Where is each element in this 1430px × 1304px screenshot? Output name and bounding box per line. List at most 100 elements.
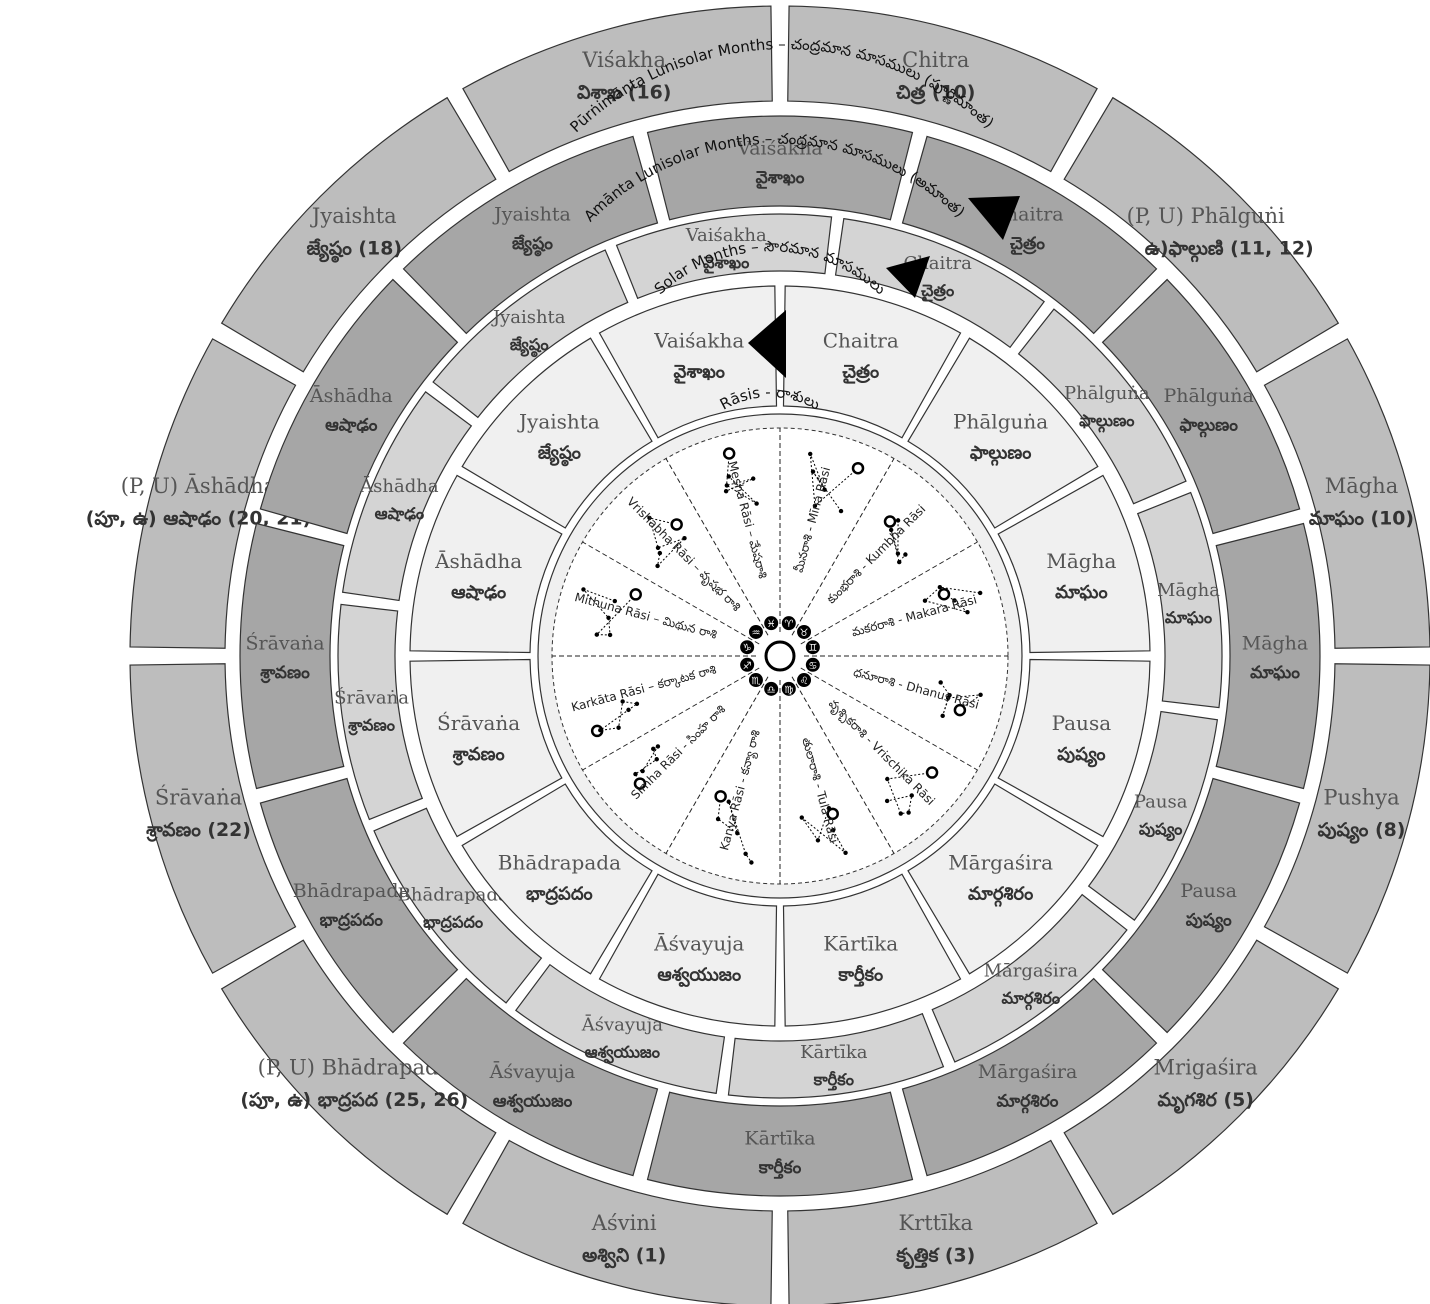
purnimanta-label-english: Phālguṅa	[1163, 385, 1253, 407]
star-dot	[682, 536, 687, 541]
purnimanta-segment	[402, 135, 659, 335]
star-dot	[937, 585, 943, 590]
constellation	[938, 680, 983, 719]
star-dot	[925, 766, 939, 779]
star-dot	[838, 508, 844, 514]
star-dot	[606, 615, 611, 620]
solar-label-english: Vaiśakha	[653, 329, 744, 353]
nakshatra-segment	[1263, 338, 1430, 649]
solar-label-telugu: మాఘం	[1055, 582, 1107, 603]
purnimanta-label: Phālguṅa ఫాల్గుణం	[1163, 385, 1253, 439]
purnimanta-label-telugu: ఆశ్వయుజం	[493, 1092, 573, 1114]
purnimanta-label-telugu: వైశాఖం	[756, 168, 805, 189]
zodiac-glyph: ♌	[800, 676, 809, 687]
amanta-label-english: Phālguṅa	[1064, 383, 1150, 404]
star-dot	[715, 816, 721, 822]
nakshatra-segment	[787, 5, 1098, 173]
zodiac-glyph-badge	[781, 616, 796, 631]
amanta-label: Śrāvaṅa శ్రావణం	[334, 685, 409, 735]
solar-label-english: Phālguṅa	[953, 409, 1048, 433]
rasi-divider	[800, 541, 978, 645]
purnimanta-label-telugu: చైత్రం	[1010, 234, 1045, 255]
solar-label: Śrāvaṅa శ్రావణం	[437, 710, 520, 766]
star-dot	[640, 768, 645, 774]
amanta-label-english: Mārgaśira	[984, 961, 1079, 982]
nakshatra-label-telugu: చిత్ర (10)	[896, 82, 975, 105]
amanta-label: Āshādha ఆషాఢం	[359, 474, 439, 523]
solar-segment	[907, 337, 1099, 529]
solar-label-english: Āshādha	[434, 549, 522, 573]
star-dot	[594, 632, 600, 637]
nakshatra-label-english: Māgha	[1325, 474, 1399, 498]
amanta-label: Phālguṅa ఫాల్గుణం	[1064, 383, 1150, 433]
nakshatra-label-telugu: మృగశిర (5)	[1157, 1089, 1253, 1114]
star-dot	[647, 515, 652, 521]
zodiac-glyph: ♏	[751, 676, 760, 687]
solar-label-english: Āśvayuja	[653, 931, 744, 955]
purnimanta-segment	[259, 777, 459, 1034]
rasi-disk: మీనరాశి - Mīna Rāsi♈కుంభరాశి - Kumbha Rā…	[537, 413, 1023, 899]
solar-label-telugu: భాద్రపదం	[526, 884, 593, 906]
nakshatra-label-telugu: కృత్తిక (3)	[895, 1245, 975, 1270]
purnimanta-label-telugu: పుష్యం	[1186, 910, 1232, 932]
constellation-lines	[809, 453, 859, 512]
star-dot	[654, 757, 659, 762]
amanta-label: Jyaishta జ్యేష్ఠం	[491, 307, 566, 357]
solar-label: Bhādrapada భాద్రపదం	[498, 851, 621, 906]
amanta-segment	[337, 603, 424, 821]
solar-label-telugu: వైశాఖం	[674, 362, 725, 385]
star-dot	[947, 692, 952, 698]
star-dot	[883, 515, 897, 528]
solar-label: Māgha మాఘం	[1046, 549, 1116, 603]
star-dot	[626, 707, 631, 713]
solar-label: Phālguṅa ఫాల్గుణం	[953, 409, 1048, 466]
constellation	[590, 699, 640, 738]
star-dot	[670, 518, 683, 531]
nakshatra-label-english: Mrigaśira	[1154, 1055, 1258, 1079]
star-dot	[743, 851, 748, 857]
star-dot	[822, 487, 827, 492]
solar-label-english: Kārtīka	[823, 931, 898, 955]
amanta-segment	[1087, 710, 1219, 921]
solar-label: Pausa పుష్యం	[1052, 711, 1112, 768]
solar-segment	[598, 873, 778, 1027]
star-dot	[655, 744, 661, 749]
solar-label-telugu: కార్తీకం	[837, 964, 883, 987]
zodiac-glyph: ♋	[808, 661, 817, 672]
purnimanta-label-telugu: మాఘం	[1250, 663, 1300, 683]
star-dot	[953, 703, 967, 717]
star-dot	[722, 447, 736, 460]
zodiac-glyph-badge	[781, 681, 796, 696]
star-dot	[633, 771, 638, 777]
nakshatra-label-english: (P, U) Bhādrapada	[258, 1055, 451, 1079]
purnimanta-label-telugu: మార్గశిరం	[997, 1092, 1059, 1115]
star-dot	[749, 860, 754, 865]
purnimanta-label: Pausa పుష్యం	[1180, 880, 1237, 933]
amanta-label-english: Bhādrapada	[398, 885, 509, 906]
star-dot	[895, 518, 901, 523]
constellation	[633, 744, 661, 790]
amanta-label: Vaiśakha వైశాఖం	[685, 225, 767, 274]
amanta-segment	[515, 963, 726, 1095]
purnimanta-label: Jyaishta జ్యేష్ఠం	[492, 204, 571, 257]
star-dot	[830, 828, 836, 833]
purnimanta-label-telugu: శ్రావణం	[260, 663, 310, 684]
amanta-label-english: Vaiśakha	[685, 225, 767, 246]
purnimanta-label-telugu: భాద్రపదం	[320, 910, 384, 931]
star-dot	[616, 725, 621, 730]
solar-segment	[409, 658, 563, 838]
constellation	[722, 447, 759, 506]
constellation	[883, 515, 908, 565]
star-dot	[714, 790, 727, 803]
solar-label-telugu: ఆషాఢం	[451, 582, 506, 603]
amanta-month-ring: Chaitra చైత్రం Phālguṅa ఫాల్గుణం Māgha మాఘం Pa…	[334, 213, 1223, 1099]
amanta-label-english: Kārtīka	[800, 1042, 868, 1063]
star-dot	[884, 798, 890, 804]
constellation	[884, 766, 939, 816]
amanta-label-telugu: జ్యేష్ఠం	[510, 335, 549, 357]
constellation	[808, 451, 865, 514]
rasi-divider	[791, 676, 895, 854]
rasi-divider	[582, 541, 760, 645]
constellation-lines	[583, 588, 637, 636]
star-dot	[897, 559, 902, 565]
